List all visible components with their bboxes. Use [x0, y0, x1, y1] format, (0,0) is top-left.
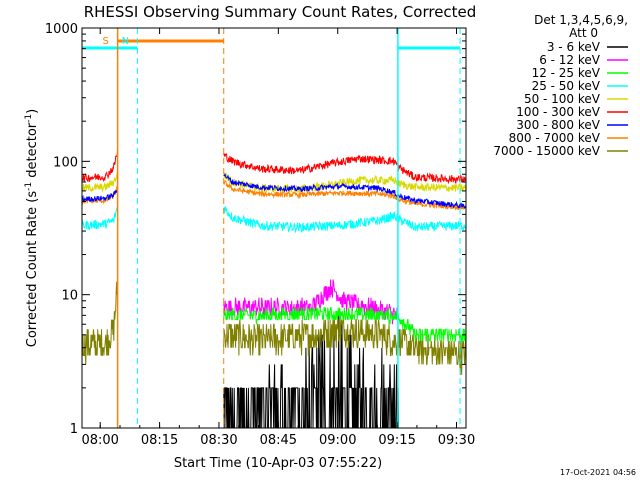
x-tick-label: 09:00 — [319, 433, 356, 448]
x-tick-label: 08:45 — [260, 433, 297, 448]
legend-entry-label: 6 - 12 keV — [539, 53, 601, 67]
series-line — [223, 173, 467, 209]
series-line — [223, 205, 467, 234]
series-line — [223, 152, 467, 185]
legend-entry-label: 25 - 50 keV — [532, 79, 601, 93]
plot-frame — [81, 27, 467, 429]
legend-entry-label: 100 - 300 keV — [516, 105, 600, 119]
attenuator-marker-label: N — [122, 36, 129, 47]
y-axis-label-sup1: -1 — [24, 182, 34, 191]
x-axis-label: Start Time (10-Apr-03 07:55:22) — [174, 456, 382, 471]
y-axis-label-part3: ) — [25, 109, 40, 114]
y-axis-label: Corrected Count Rate (s-1 detector-1) — [24, 109, 40, 347]
legend-entry-label: 50 - 100 keV — [524, 92, 601, 106]
x-tick-label: 09:30 — [438, 433, 475, 448]
x-tick-label: 09:15 — [378, 433, 415, 448]
y-tick-label: 1 — [70, 422, 78, 437]
y-axis: 1 10 100 1000 — [45, 22, 466, 437]
y-axis-label-part2: detector — [25, 122, 40, 182]
x-axis: 08:00 08:15 08:30 08:45 09:00 09:15 09:30 — [81, 28, 475, 448]
y-tick-label: 1000 — [45, 22, 78, 37]
legend-entry-label: 300 - 800 keV — [516, 118, 600, 132]
series-line — [81, 189, 119, 203]
x-tick-label: 08:15 — [141, 433, 178, 448]
y-axis-label-part1: Corrected Count Rate (s — [25, 191, 40, 348]
legend-entry-label: 3 - 6 keV — [547, 40, 601, 54]
series-line — [81, 148, 119, 183]
series-line — [81, 205, 119, 231]
legend-entry-label: 800 - 7000 keV — [509, 131, 601, 145]
y-tick-label: 100 — [53, 155, 78, 170]
series-line — [223, 315, 467, 375]
legend-header-line2: Att 0 — [569, 26, 598, 40]
legend-entry-label: 12 - 25 keV — [532, 66, 601, 80]
y-axis-label-sup2: -1 — [24, 114, 34, 123]
series-line — [223, 172, 467, 194]
x-tick-label: 08:30 — [200, 433, 237, 448]
series-line — [81, 281, 119, 365]
x-tick-label: 08:00 — [81, 433, 118, 448]
series-layer — [81, 148, 467, 429]
series-line — [82, 172, 119, 193]
series-line — [223, 179, 467, 211]
timestamp: 17-Oct-2021 04:56 — [560, 468, 636, 477]
legend-header-line1: Det 1,3,4,5,6,9, — [534, 13, 628, 27]
legend-entry-label: 7000 - 15000 keV — [493, 144, 600, 158]
attenuator-marker-label: S — [102, 36, 108, 47]
top-bars — [82, 39, 461, 50]
chart-title: RHESSI Observing Summary Count Rates, Co… — [84, 3, 477, 21]
series-line — [223, 307, 467, 342]
y-tick-label: 10 — [61, 289, 78, 304]
